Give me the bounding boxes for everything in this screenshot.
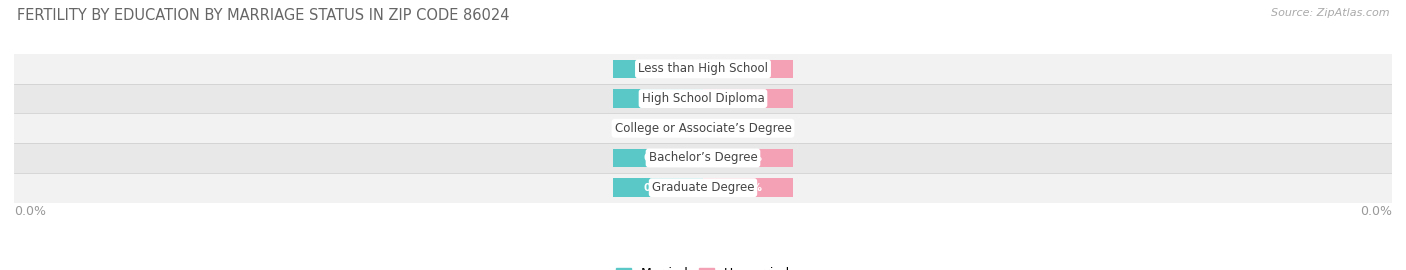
Bar: [14, 113, 1392, 143]
Text: 0.0%: 0.0%: [644, 183, 672, 193]
Bar: [14, 173, 1392, 202]
Text: 0.0%: 0.0%: [734, 153, 762, 163]
Legend: Married, Unmarried: Married, Unmarried: [612, 262, 794, 270]
Text: High School Diploma: High School Diploma: [641, 92, 765, 105]
Text: Less than High School: Less than High School: [638, 62, 768, 75]
Text: 0.0%: 0.0%: [734, 123, 762, 133]
Bar: [14, 84, 1392, 113]
Text: 0.0%: 0.0%: [734, 93, 762, 104]
Bar: [14, 143, 1392, 173]
Text: FERTILITY BY EDUCATION BY MARRIAGE STATUS IN ZIP CODE 86024: FERTILITY BY EDUCATION BY MARRIAGE STATU…: [17, 8, 509, 23]
Bar: [703, 60, 793, 78]
Bar: [613, 149, 703, 167]
Text: 0.0%: 0.0%: [644, 93, 672, 104]
Bar: [613, 60, 703, 78]
Bar: [613, 119, 703, 137]
Text: 0.0%: 0.0%: [644, 64, 672, 74]
Text: 0.0%: 0.0%: [14, 205, 46, 218]
Bar: [703, 119, 793, 137]
Bar: [703, 178, 793, 197]
Text: 0.0%: 0.0%: [1360, 205, 1392, 218]
Text: 0.0%: 0.0%: [734, 183, 762, 193]
Text: Graduate Degree: Graduate Degree: [652, 181, 754, 194]
Text: College or Associate’s Degree: College or Associate’s Degree: [614, 122, 792, 135]
Text: Bachelor’s Degree: Bachelor’s Degree: [648, 151, 758, 164]
Text: 0.0%: 0.0%: [644, 123, 672, 133]
Bar: [703, 89, 793, 108]
Bar: [703, 149, 793, 167]
Bar: [613, 89, 703, 108]
Text: Source: ZipAtlas.com: Source: ZipAtlas.com: [1271, 8, 1389, 18]
Bar: [14, 54, 1392, 84]
Text: 0.0%: 0.0%: [644, 153, 672, 163]
Text: 0.0%: 0.0%: [734, 64, 762, 74]
Bar: [613, 178, 703, 197]
